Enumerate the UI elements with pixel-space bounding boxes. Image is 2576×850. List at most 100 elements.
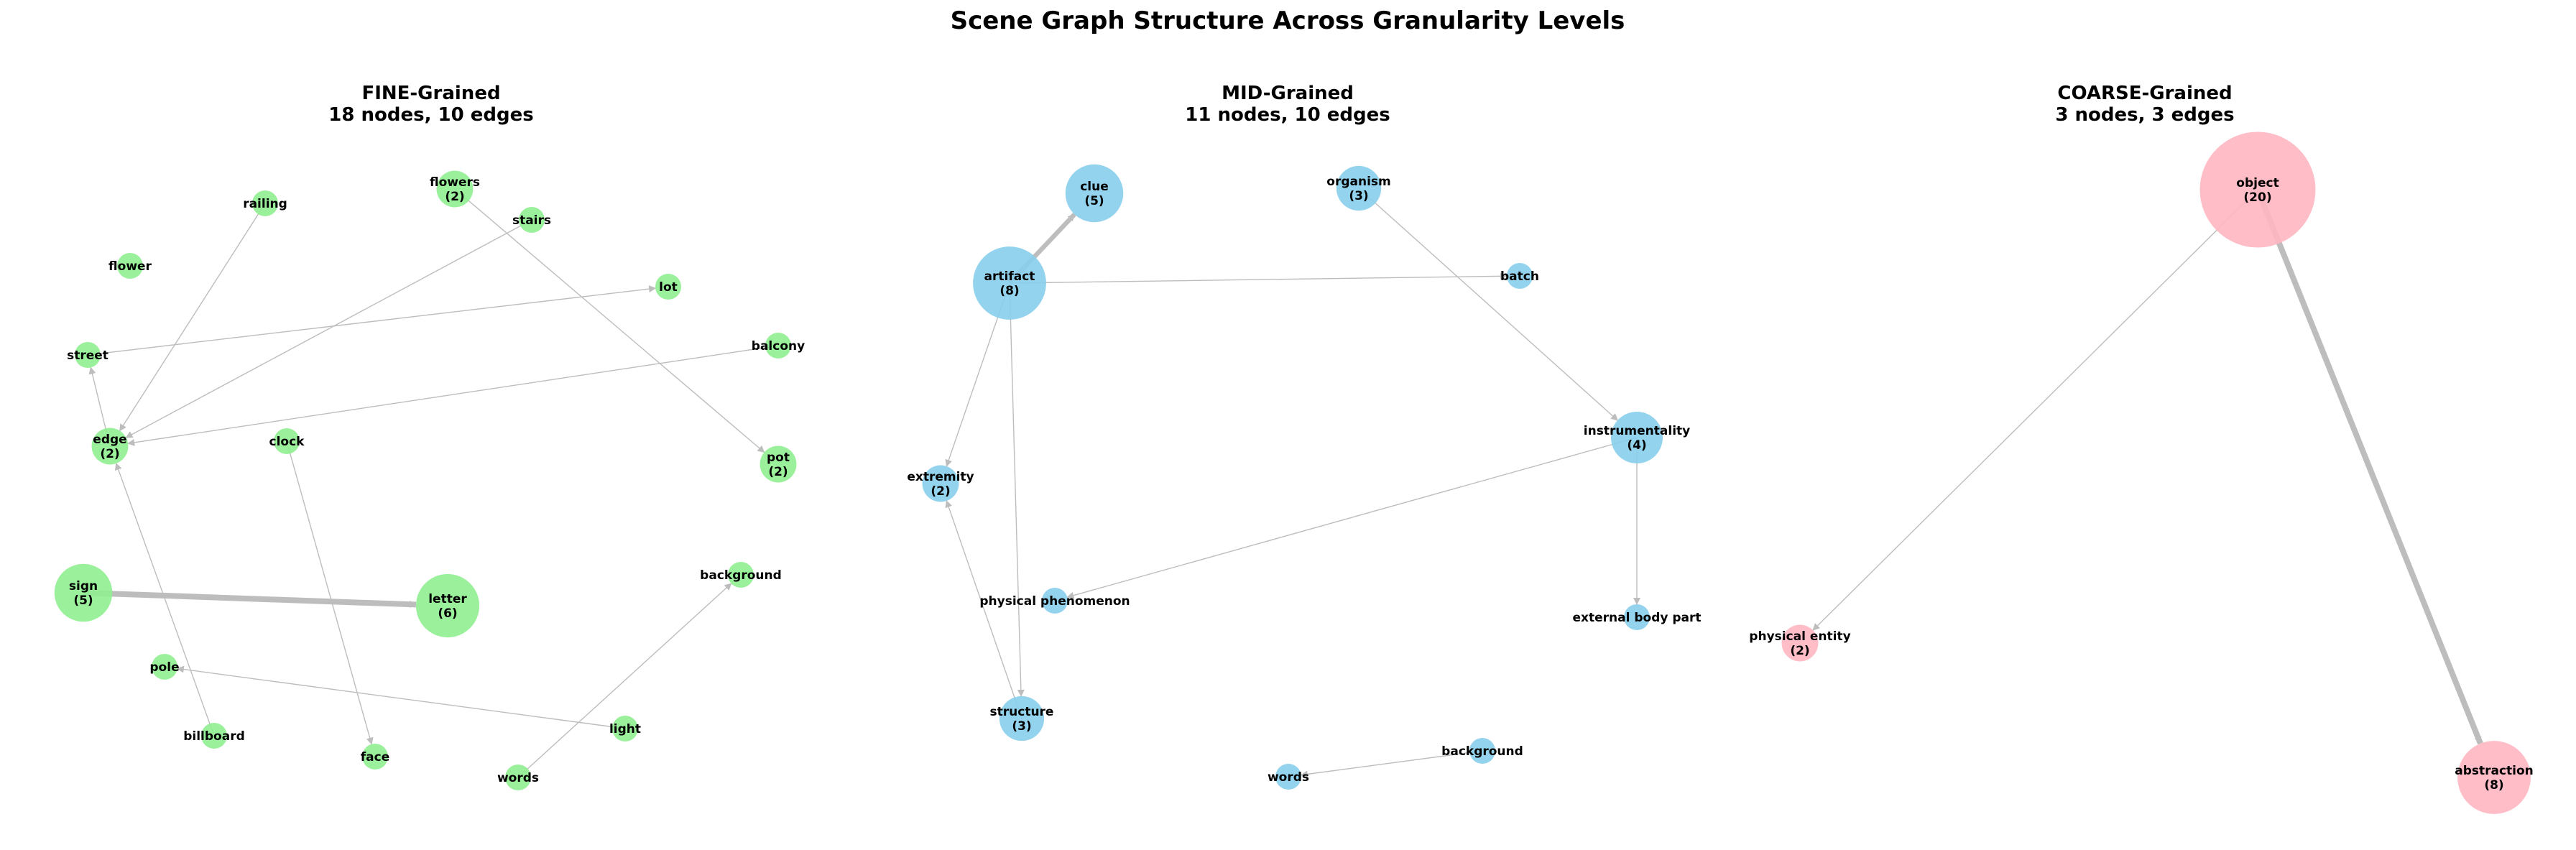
node-artifact: artifact (8) <box>973 246 1046 320</box>
node-physical_entity: physical entity (2) <box>1749 624 1851 662</box>
node-count-edge: (2) <box>100 447 119 461</box>
node-object: object (20) <box>2199 131 2316 248</box>
node-name-instrumentality: instrumentality <box>1584 424 1690 438</box>
edge-billboard-to-edge <box>114 463 215 736</box>
node-circle-flowers <box>436 170 474 208</box>
node-label-external_body_part: external body part <box>1572 611 1701 625</box>
node-circle-structure <box>999 696 1045 742</box>
node-edge: edge (2) <box>91 428 129 465</box>
edge-clock-to-face <box>286 440 374 745</box>
node-name-edge: edge <box>93 433 126 447</box>
node-count-instrumentality: (4) <box>1627 438 1646 453</box>
node-circle-edge <box>91 428 129 465</box>
node-circle-words <box>505 764 531 790</box>
panel-coarse-nodes: object (20)physical entity (2)abstraction(… <box>1749 131 2534 814</box>
node-name-flowers: flowers <box>430 175 480 190</box>
node-label-street: street <box>67 348 109 363</box>
panel-mid: MID-Grained 11 nodes, 10 edges clue (5) or… <box>907 83 1702 790</box>
panel-coarse-title-line1: COARSE-Grained <box>2057 83 2232 104</box>
node-flowers: flowers (2) <box>430 170 480 208</box>
edge-organism-to-instrumentality <box>1358 188 1618 421</box>
node-circle-background <box>728 562 754 588</box>
edge-words-to-background <box>517 583 732 778</box>
node-circle-external_body_part <box>1624 604 1650 630</box>
node-circle-clue <box>1065 164 1124 223</box>
node-sign: sign (5) <box>54 563 113 622</box>
node-words: words <box>497 764 539 790</box>
node-name-artifact: artifact <box>984 269 1035 284</box>
panel-fine: FINE-Grained 18 nodes, 10 edges railing f… <box>54 83 805 790</box>
node-extremity: extremity (2) <box>907 465 974 502</box>
node-background: background <box>700 562 782 588</box>
node-label-structure: structure (3) <box>990 705 1054 734</box>
node-count-sign: (5) <box>73 593 93 608</box>
node-batch: batch <box>1500 263 1539 289</box>
node-circle-physical_phenomenon <box>1042 588 1068 614</box>
panel-mid-nodes: clue (5)organism (3)artifact (8)batchinstru… <box>907 164 1702 790</box>
node-label-flower: flower <box>109 259 152 274</box>
node-name-abstraction: abstraction <box>2455 764 2534 778</box>
node-label-railing: railing <box>243 197 287 211</box>
node-circle-flower <box>117 253 143 279</box>
node-lot: lot <box>655 274 681 300</box>
node-label-words: words <box>497 771 539 785</box>
node-flower: flower <box>109 253 152 279</box>
node-count-letter: (6) <box>438 606 457 621</box>
node-label-pot: pot (2) <box>767 451 790 479</box>
node-count-physical_entity: (2) <box>1790 644 1809 658</box>
node-street: street <box>67 342 109 368</box>
node-circle-railing <box>252 190 278 216</box>
edge-object-to-physical_entity <box>1812 189 2258 631</box>
node-circle-physical_entity <box>1781 624 1819 662</box>
node-circle-organism <box>1336 165 1382 211</box>
node-circle-balcony <box>765 333 791 359</box>
panel-mid-title-line1: MID-Grained <box>1222 83 1354 104</box>
figure-title: Scene Graph Structure Across Granularity… <box>951 6 1625 35</box>
node-circle-sign <box>54 563 113 622</box>
node-label-organism: organism (3) <box>1326 175 1390 203</box>
node-count-artifact: (8) <box>1000 284 1019 298</box>
edge-artifact-to-structure <box>1009 282 1025 697</box>
edge-railing-to-edge <box>119 203 266 432</box>
node-circle-face <box>362 744 388 770</box>
panel-coarse: COARSE-Grained 3 nodes, 3 edges object (2… <box>1749 83 2534 814</box>
node-circle-extremity <box>922 465 959 502</box>
node-circle-street <box>75 342 101 368</box>
node-label-clock: clock <box>269 435 305 449</box>
node-circle-words <box>1275 764 1301 790</box>
node-label-abstraction: abstraction (8) <box>2455 764 2534 793</box>
node-circle-object <box>2199 131 2316 248</box>
node-external_body_part: external body part <box>1572 604 1702 630</box>
node-stairs: stairs <box>512 207 551 233</box>
panel-coarse-title-line2: 3 nodes, 3 edges <box>2055 104 2234 126</box>
node-count-structure: (3) <box>1012 719 1031 734</box>
node-background: background <box>1441 738 1523 764</box>
panel-fine-title-line1: FINE-Grained <box>361 83 500 104</box>
node-organism: organism (3) <box>1326 165 1391 211</box>
node-railing: railing <box>243 190 287 216</box>
node-label-light: light <box>609 722 641 736</box>
node-label-sign: sign (5) <box>69 579 98 608</box>
node-count-organism: (3) <box>1349 189 1368 203</box>
node-pot: pot (2) <box>760 445 797 483</box>
node-circle-billboard <box>201 723 227 749</box>
edge-street-to-lot <box>87 285 657 356</box>
edge-light-to-pole <box>176 665 626 729</box>
node-label-extremity: extremity (2) <box>907 470 974 499</box>
node-label-letter: letter (6) <box>428 592 467 621</box>
node-circle-artifact <box>973 246 1046 320</box>
node-count-flowers: (2) <box>445 190 464 204</box>
node-label-batch: batch <box>1500 269 1539 284</box>
node-circle-pot <box>760 445 797 483</box>
node-clock: clock <box>269 428 305 454</box>
edge-balcony-to-edge <box>127 345 779 446</box>
node-label-edge: edge (2) <box>93 433 126 461</box>
node-structure: structure (3) <box>990 696 1054 742</box>
node-face: face <box>361 744 389 770</box>
node-name-organism: organism <box>1326 175 1390 189</box>
node-name-pot: pot <box>767 451 790 465</box>
node-label-background: background <box>700 568 782 583</box>
node-circle-clock <box>274 428 300 454</box>
